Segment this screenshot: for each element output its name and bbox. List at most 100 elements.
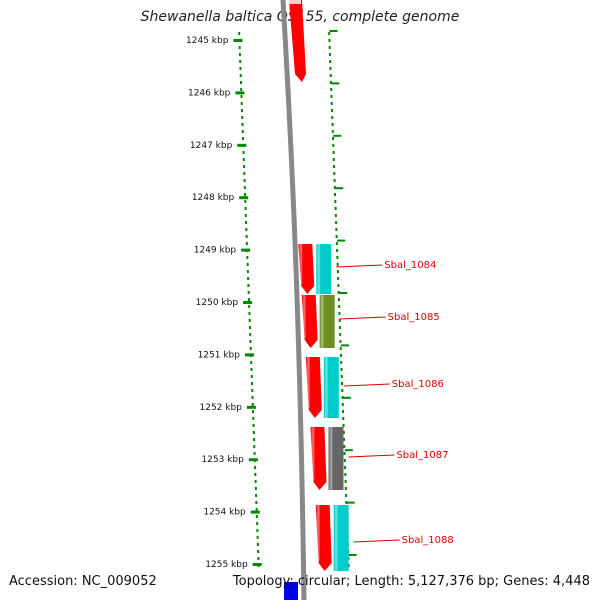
axis-dot bbox=[247, 277, 250, 280]
tick-mark bbox=[239, 196, 249, 200]
axis-dot bbox=[331, 130, 334, 133]
axis-dot bbox=[243, 172, 246, 175]
axis-dot bbox=[238, 53, 241, 56]
axis-dot bbox=[254, 466, 257, 469]
axis-dot bbox=[256, 529, 259, 532]
accession-text: Accession: NC_009052 bbox=[9, 574, 157, 589]
gene-Sbal_1086[interactable]: Sbal_1086 bbox=[305, 357, 444, 418]
gene-box[interactable] bbox=[323, 357, 339, 418]
axis-dot bbox=[255, 508, 258, 511]
tick-mark bbox=[252, 563, 262, 566]
axis-dot bbox=[253, 445, 256, 448]
axis-dot bbox=[248, 326, 251, 329]
gene-box[interactable] bbox=[319, 295, 335, 348]
outer-tick-mark bbox=[342, 396, 351, 399]
gene-box-highlight bbox=[317, 244, 321, 294]
tick-label: 1251 kbp bbox=[198, 350, 241, 360]
tick-label: 1246 kbp bbox=[188, 88, 231, 98]
gene-label[interactable]: Sbal_1084 bbox=[384, 260, 436, 271]
tick-label: 1248 kbp bbox=[192, 193, 235, 203]
axis-dot bbox=[253, 438, 256, 441]
gene-arrow[interactable] bbox=[305, 357, 322, 418]
axis-dot bbox=[242, 151, 245, 154]
outer-tick-mark bbox=[333, 134, 342, 137]
axis-dot bbox=[344, 487, 347, 490]
axis-dot bbox=[338, 305, 341, 308]
axis-dot bbox=[338, 319, 341, 322]
gene-arrow[interactable] bbox=[301, 295, 318, 348]
axis-dot bbox=[251, 403, 254, 406]
inner-axis-dots bbox=[238, 32, 260, 567]
axis-dot bbox=[257, 550, 260, 553]
tick-label: 1250 kbp bbox=[196, 298, 239, 308]
gene-Sbal_1088[interactable]: Sbal_1088 bbox=[315, 505, 454, 571]
gene-label[interactable]: Sbal_1085 bbox=[388, 312, 440, 323]
axis-dot bbox=[342, 424, 345, 427]
axis-dot bbox=[250, 368, 253, 371]
gene-box[interactable] bbox=[316, 244, 332, 294]
tick-mark bbox=[250, 510, 260, 514]
axis-dot bbox=[247, 298, 250, 301]
gene-arrow[interactable] bbox=[298, 244, 315, 294]
tick-mark bbox=[248, 458, 258, 462]
axis-dot bbox=[334, 200, 337, 203]
axis-dot bbox=[341, 382, 344, 385]
axis-dot bbox=[244, 193, 247, 196]
axis-dot bbox=[249, 347, 252, 350]
axis-dot bbox=[329, 67, 332, 70]
gene-label-line bbox=[353, 539, 400, 543]
axis-dot bbox=[336, 263, 339, 266]
axis-dot bbox=[342, 410, 345, 413]
axis-dot bbox=[336, 270, 339, 273]
axis-dot bbox=[245, 221, 248, 224]
gene-arrow[interactable] bbox=[310, 427, 327, 490]
gene-features[interactable]: Sbal_1084 Sbal_1085 Sbal_1086 Sbal_1087 Sbal… bbox=[298, 244, 454, 571]
axis-dot bbox=[248, 305, 251, 308]
axis-dot bbox=[256, 543, 259, 546]
axis-dot bbox=[250, 361, 253, 364]
axis-dot bbox=[252, 431, 255, 434]
outer-tick-mark bbox=[331, 82, 340, 85]
axis-dot bbox=[243, 179, 246, 182]
axis-dot bbox=[244, 207, 247, 210]
gene-arrow[interactable] bbox=[315, 505, 332, 571]
tick-mark bbox=[241, 248, 251, 252]
gene-arrow-highlight bbox=[306, 357, 310, 408]
axis-dot bbox=[328, 39, 331, 42]
outer-tick-mark bbox=[346, 501, 355, 504]
axis-dot bbox=[241, 123, 244, 126]
axis-dot bbox=[255, 515, 258, 518]
axis-dot bbox=[254, 480, 257, 483]
gene-label[interactable]: Sbal_1087 bbox=[396, 450, 448, 461]
axis-dot bbox=[246, 270, 249, 273]
gene-Sbal_1087[interactable]: Sbal_1087 bbox=[310, 427, 449, 490]
gene-Sbal_1084[interactable]: Sbal_1084 bbox=[298, 244, 436, 294]
axis-dot bbox=[240, 88, 243, 91]
axis-dot bbox=[244, 200, 247, 203]
axis-dot bbox=[334, 207, 337, 210]
axis-dot bbox=[335, 228, 338, 231]
topology-text: Topology: circular; Length: 5,127,376 bp… bbox=[232, 574, 590, 589]
gene-box-highlight bbox=[324, 357, 328, 418]
gene-box[interactable] bbox=[328, 427, 344, 490]
axis-dot bbox=[330, 102, 333, 105]
bottom-marker bbox=[284, 582, 298, 600]
axis-dot bbox=[244, 214, 247, 217]
tick-mark bbox=[235, 91, 245, 95]
axis-dot bbox=[243, 165, 246, 168]
axis-dot bbox=[249, 340, 252, 343]
axis-dot bbox=[245, 228, 248, 231]
gene-label[interactable]: Sbal_1086 bbox=[392, 379, 444, 390]
axis-dot bbox=[241, 130, 244, 133]
axis-dot bbox=[256, 522, 259, 525]
gene-label[interactable]: Sbal_1088 bbox=[402, 535, 454, 546]
gene-Sbal_1085[interactable]: Sbal_1085 bbox=[301, 295, 440, 348]
gene-box[interactable] bbox=[333, 505, 349, 571]
gene-arrow-highlight bbox=[302, 295, 306, 338]
tick-mark bbox=[243, 301, 253, 304]
axis-dot bbox=[333, 165, 336, 168]
axis-dot bbox=[337, 291, 340, 294]
axis-dot bbox=[339, 340, 342, 343]
axis-dot bbox=[240, 95, 243, 98]
axis-dot bbox=[251, 382, 254, 385]
